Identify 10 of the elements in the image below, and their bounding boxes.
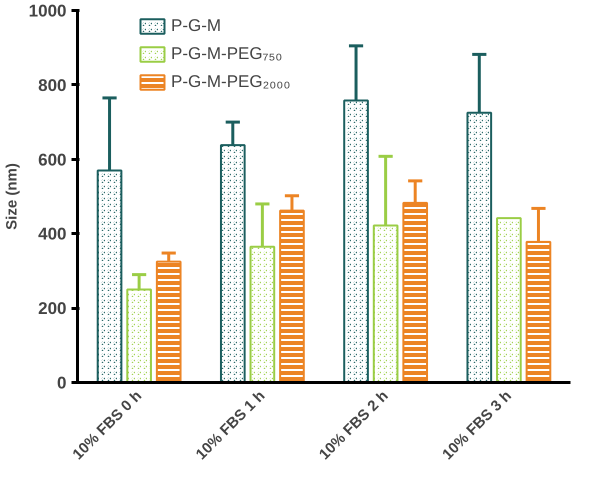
y-tick-label: 800 [38,76,67,95]
y-axis-title: Size (nm) [4,163,21,230]
y-tick-label: 1000 [28,2,67,20]
y-tick-label: 600 [38,150,67,170]
legend-label: P-G-M-PEG₂₀₀₀ [171,72,290,92]
legend-label: P-G-M-PEG₇₅₀ [171,44,282,64]
y-tick-label: 200 [38,299,67,318]
legend-label: P-G-M [171,16,222,36]
y-tick-label: 0 [57,374,67,392]
y-tick-label: 400 [38,224,67,244]
